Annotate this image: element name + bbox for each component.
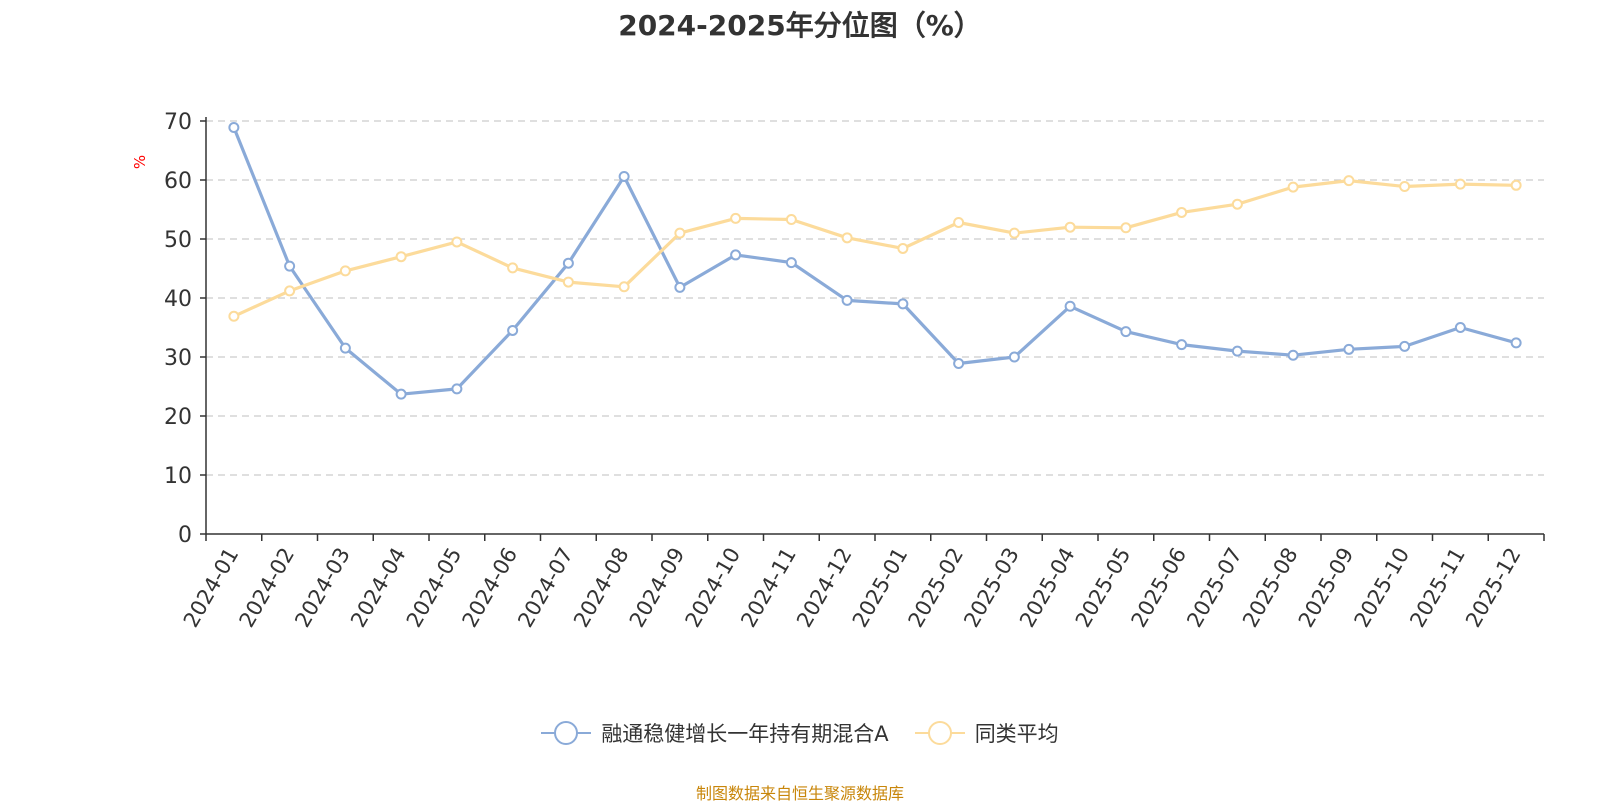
data-point-1: [1454, 178, 1466, 190]
data-point-0: [1287, 349, 1299, 361]
x-tick-label: 2024-08: [569, 544, 634, 632]
x-tick-label: 2024-09: [625, 544, 690, 632]
data-point-0: [339, 342, 351, 354]
y-tick-label: 50: [164, 228, 192, 253]
data-point-0: [785, 257, 797, 269]
y-tick-label: 10: [164, 464, 192, 489]
x-tick-label: 2025-07: [1182, 544, 1247, 632]
data-point-1: [395, 251, 407, 263]
data-point-1: [1120, 222, 1132, 234]
y-tick-labels: 0 10 20 30 40 50 60 70: [164, 110, 192, 548]
x-tick-label: 2024-05: [402, 544, 467, 632]
data-point-1: [674, 227, 686, 239]
data-point-1: [730, 212, 742, 224]
x-tick-label: 2025-03: [959, 544, 1024, 632]
data-point-1: [339, 265, 351, 277]
legend-marker-average: [914, 721, 965, 745]
data-point-0: [1176, 339, 1188, 351]
data-point-1: [507, 262, 519, 274]
x-tick-label: 2024-04: [346, 544, 411, 632]
x-tick-label: 2024-01: [179, 544, 244, 632]
y-tick-label: 20: [164, 405, 192, 430]
data-point-0: [1343, 343, 1355, 355]
data-point-1: [451, 236, 463, 248]
series-line-0: [232, 125, 1518, 396]
data-point-0: [730, 249, 742, 261]
data-point-0: [1120, 326, 1132, 338]
data-point-0: [507, 324, 519, 336]
x-tick-label: 2025-10: [1349, 544, 1414, 632]
x-tick-label: 2024-07: [513, 544, 578, 632]
data-point-0: [1064, 300, 1076, 312]
data-point-1: [1287, 181, 1299, 193]
x-tick-label: 2024-12: [792, 544, 857, 632]
y-tick-label: 70: [164, 110, 192, 135]
source-note: 制图数据来自恒生聚源数据库: [695, 784, 904, 803]
y-tick-label: 0: [178, 523, 192, 548]
data-point-0: [1399, 340, 1411, 352]
legend-label-fund: 融通稳健增长一年持有期混合A: [601, 722, 889, 746]
data-point-1: [562, 276, 574, 288]
data-point-0: [395, 388, 407, 400]
data-point-0: [451, 383, 463, 395]
data-point-1: [1231, 198, 1243, 210]
x-tick-label: 2024-02: [234, 544, 299, 632]
y-tick-label: 60: [164, 169, 192, 194]
legend: 融通稳健增长一年持有期混合A 同类平均: [0, 718, 1600, 748]
data-point-1: [1176, 206, 1188, 218]
x-tick-label: 2025-06: [1126, 544, 1191, 632]
x-tick-label: 2025-09: [1294, 544, 1359, 632]
data-point-1: [1343, 175, 1355, 187]
data-point-0: [562, 257, 574, 269]
data-point-1: [618, 281, 630, 293]
data-point-1: [1064, 221, 1076, 233]
data-point-1: [1008, 227, 1020, 239]
x-tick-label: 2025-12: [1461, 544, 1526, 632]
legend-marker-fund: [541, 721, 592, 745]
legend-label-average: 同类平均: [974, 722, 1059, 746]
series-lines: [228, 121, 1522, 400]
data-point-1: [284, 285, 296, 297]
x-tick-label: 2025-08: [1238, 544, 1303, 632]
y-tick-label: 30: [164, 346, 192, 371]
data-point-0: [1510, 337, 1522, 349]
axes: [200, 117, 1545, 541]
x-tick-label: 2024-03: [290, 544, 355, 632]
data-point-0: [1008, 351, 1020, 363]
y-tick-label: 40: [164, 287, 192, 312]
x-tick-labels: 2024-012024-022024-032024-042024-052024-…: [179, 544, 1526, 632]
chart-title: 2024-2025年分位图（%）: [618, 9, 982, 42]
data-point-0: [1454, 322, 1466, 333]
data-point-1: [897, 242, 909, 254]
x-tick-label: 2024-11: [736, 544, 801, 632]
x-tick-label: 2024-06: [457, 544, 522, 632]
series-line-1: [232, 179, 1518, 318]
x-tick-label: 2024-10: [680, 544, 745, 632]
grid-lines: [206, 120, 1544, 476]
data-point-0: [841, 294, 853, 306]
x-tick-label: 2025-05: [1071, 544, 1136, 632]
data-point-0: [953, 357, 965, 369]
legend-item-fund[interactable]: 融通稳健增长一年持有期混合A: [541, 718, 889, 748]
x-tick-label: 2025-11: [1405, 544, 1470, 632]
y-axis-label: %: [131, 155, 149, 169]
data-point-1: [841, 232, 853, 244]
data-point-0: [284, 260, 296, 272]
data-point-0: [618, 170, 630, 182]
data-point-0: [1231, 345, 1243, 357]
data-point-0: [228, 121, 240, 133]
data-point-1: [785, 214, 797, 226]
data-point-0: [897, 298, 909, 310]
x-tick-label: 2025-04: [1015, 544, 1080, 632]
data-point-1: [953, 216, 965, 228]
x-tick-label: 2025-01: [848, 544, 913, 632]
data-point-1: [1399, 180, 1411, 192]
data-point-0: [674, 281, 686, 293]
data-point-1: [1510, 179, 1522, 191]
x-tick-label: 2025-02: [903, 544, 968, 632]
legend-item-average[interactable]: 同类平均: [914, 718, 1059, 748]
data-point-1: [228, 310, 240, 322]
